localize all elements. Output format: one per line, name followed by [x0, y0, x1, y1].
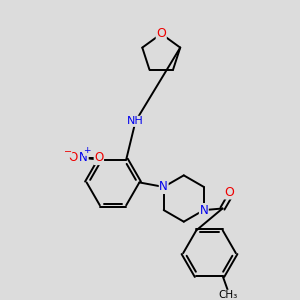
- Text: N: N: [159, 180, 168, 194]
- Text: NH: NH: [127, 116, 144, 126]
- Text: O: O: [225, 186, 235, 199]
- Text: CH₃: CH₃: [218, 290, 237, 300]
- Text: O: O: [68, 152, 77, 164]
- Text: O: O: [94, 152, 104, 164]
- Text: +: +: [83, 146, 91, 155]
- Text: N: N: [80, 152, 88, 164]
- Text: N: N: [200, 204, 208, 217]
- Text: −: −: [64, 147, 72, 157]
- Text: O: O: [156, 27, 166, 40]
